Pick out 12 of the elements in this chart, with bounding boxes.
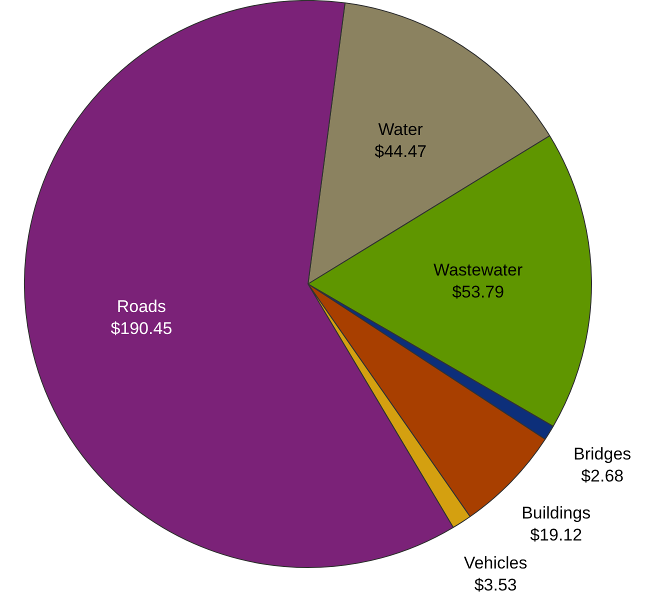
data-label: $3.53 xyxy=(474,575,517,594)
slice-label: Vehicles xyxy=(464,553,528,572)
slice-label: Roads xyxy=(116,297,166,316)
slice-label: Bridges xyxy=(574,444,632,464)
data-label: $2.68 xyxy=(581,466,624,486)
data-label: $53.79 xyxy=(452,282,504,302)
slice-label: Buildings xyxy=(522,504,591,523)
slice-label: Water xyxy=(378,120,424,140)
slice-label: Wastewater xyxy=(434,260,523,280)
data-label: $190.45 xyxy=(110,319,172,338)
data-label: $44.47 xyxy=(374,142,427,162)
data-label: $19.12 xyxy=(530,526,582,545)
